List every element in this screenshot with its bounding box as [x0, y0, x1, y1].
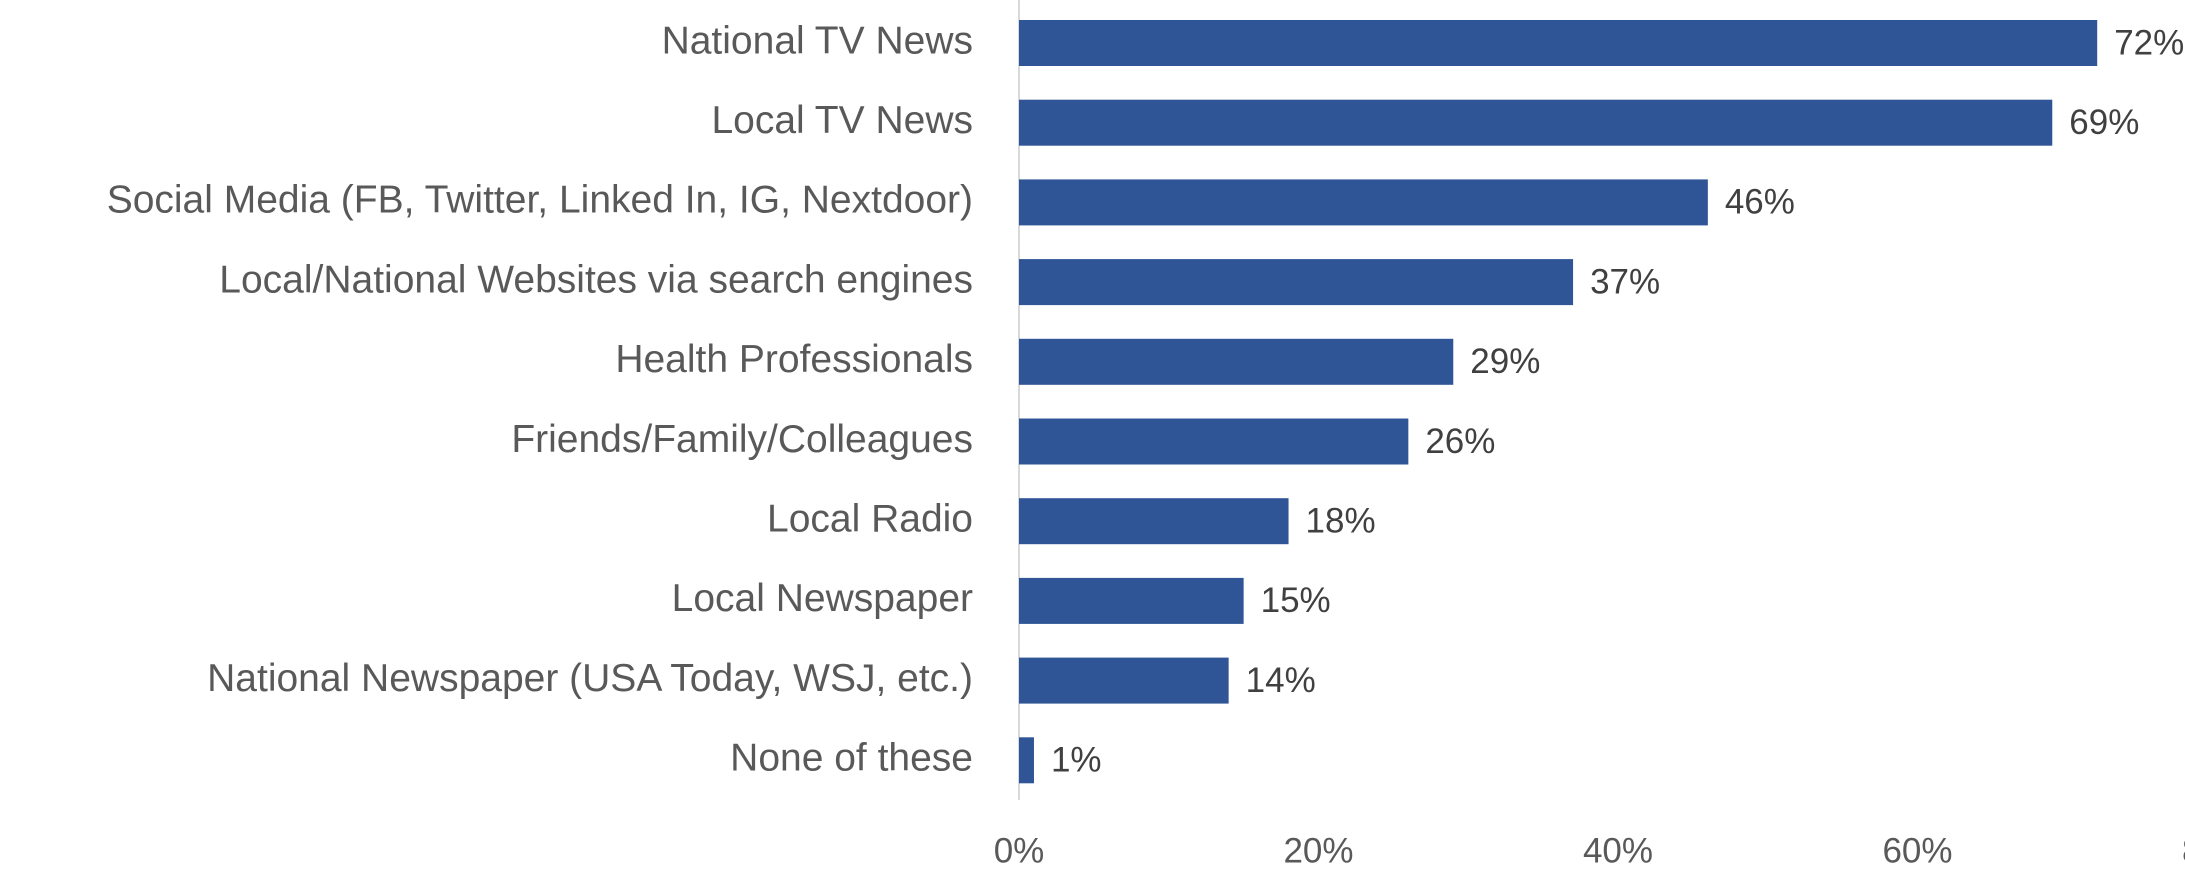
bar [1019, 259, 1574, 306]
bar [1019, 418, 1409, 465]
bar [1019, 737, 1034, 784]
x-tick-label: 60% [1882, 831, 1952, 870]
y-tick-label: Local/National Websites via search engin… [219, 258, 973, 301]
bar [1019, 20, 2098, 66]
data-label: 14% [1246, 661, 1316, 700]
y-tick-label: National TV News [662, 19, 973, 62]
x-tick-label: 80% [2182, 831, 2185, 870]
data-label: 18% [1306, 501, 1376, 540]
y-tick-label: None of these [730, 737, 973, 780]
data-label: 37% [1590, 262, 1660, 301]
data-label: 1% [1051, 741, 1102, 780]
bar [1019, 657, 1229, 704]
bar [1019, 179, 1708, 226]
y-tick-label: National Newspaper (USA Today, WSJ, etc.… [207, 657, 973, 700]
data-label: 26% [1425, 422, 1495, 461]
data-label: 69% [2069, 103, 2139, 142]
bar [1019, 577, 1244, 624]
y-tick-label: Health Professionals [615, 338, 973, 381]
y-tick-label: Local Radio [767, 497, 973, 540]
bar [1019, 338, 1454, 385]
data-label: 72% [2114, 23, 2184, 62]
x-tick-label: 0% [994, 831, 1045, 870]
data-label: 46% [1725, 183, 1795, 222]
x-tick-label: 20% [1283, 831, 1353, 870]
y-tick-label: Social Media (FB, Twitter, Linked In, IG… [107, 179, 973, 222]
y-tick-label: Local TV News [711, 99, 973, 142]
x-tick-label: 40% [1583, 831, 1653, 870]
data-label: 15% [1261, 581, 1331, 620]
y-tick-label: Local Newspaper [672, 577, 973, 620]
data-label: 29% [1470, 342, 1540, 381]
bar [1019, 498, 1289, 545]
y-tick-label: Friends/Family/Colleagues [511, 418, 973, 461]
bar [1019, 99, 2053, 146]
